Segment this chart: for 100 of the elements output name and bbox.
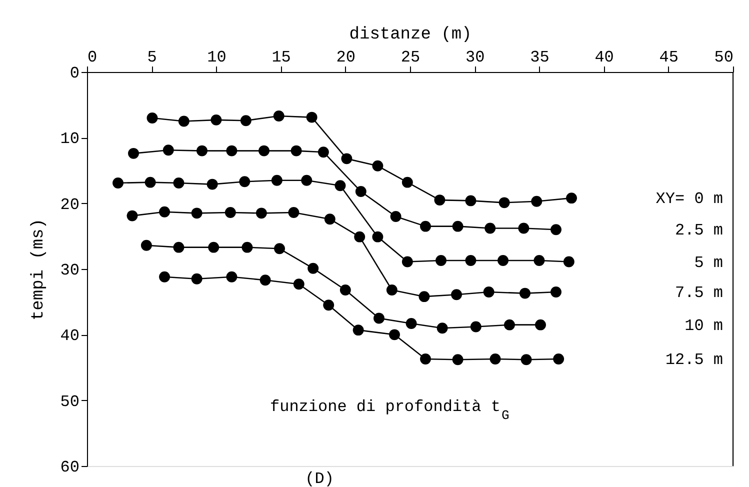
point — [550, 286, 562, 298]
point — [550, 224, 562, 236]
x-tick-label: 10 — [207, 48, 226, 66]
point — [240, 115, 252, 126]
point — [173, 242, 184, 253]
point — [306, 112, 318, 123]
point — [390, 211, 402, 222]
y-tick-label: 30 — [60, 262, 80, 280]
point — [318, 146, 329, 158]
point — [301, 174, 312, 186]
point — [465, 254, 476, 266]
point — [290, 145, 302, 156]
x-tick-label: 25 — [400, 48, 420, 66]
point — [273, 110, 284, 122]
text: (D) — [305, 470, 334, 487]
point — [208, 242, 220, 253]
x-tick-label: 35 — [530, 48, 550, 66]
point — [159, 206, 170, 218]
point — [452, 354, 464, 366]
point — [271, 174, 282, 186]
point — [520, 354, 532, 366]
point — [531, 196, 542, 207]
x-tick-label: 20 — [336, 48, 356, 66]
point — [334, 180, 346, 192]
point — [520, 288, 530, 299]
x-tick-label: 45 — [659, 48, 678, 66]
point — [465, 195, 476, 206]
point — [484, 222, 496, 234]
point — [498, 254, 508, 266]
point — [402, 256, 413, 268]
point — [535, 319, 546, 330]
point — [288, 207, 300, 218]
point — [452, 220, 464, 232]
text: XY= 0 m — [656, 190, 723, 208]
x-tick-label: 30 — [466, 48, 485, 66]
text: 12.5 m — [665, 350, 723, 369]
point — [260, 274, 271, 286]
point — [226, 271, 238, 282]
point — [258, 145, 270, 156]
x-axis-title: distanze (m) — [349, 26, 472, 44]
point — [341, 153, 352, 164]
point — [355, 186, 366, 197]
point — [436, 322, 448, 334]
point — [386, 284, 398, 296]
point — [112, 178, 124, 188]
point — [126, 210, 138, 222]
text: 5 m — [694, 254, 723, 272]
point — [518, 222, 530, 234]
text: 10 m — [684, 316, 723, 335]
point — [323, 300, 334, 311]
x-tick-label: 40 — [594, 48, 614, 66]
x-tick-label: 50 — [714, 48, 734, 66]
point — [173, 178, 184, 188]
point — [239, 176, 250, 188]
point — [418, 291, 430, 302]
point — [352, 324, 364, 336]
point — [140, 240, 152, 251]
point — [191, 208, 202, 219]
point — [553, 353, 564, 364]
point — [159, 271, 170, 282]
point — [483, 286, 494, 298]
point — [128, 148, 139, 159]
y-tick-label: 0 — [70, 64, 80, 82]
point — [374, 312, 384, 324]
point — [436, 254, 446, 266]
y-tick-label: 20 — [60, 196, 80, 214]
text: 7.5 m — [674, 284, 723, 302]
point — [563, 256, 574, 268]
point — [308, 262, 319, 274]
point — [178, 116, 190, 127]
y-tick-label: 50 — [60, 392, 80, 411]
point — [191, 273, 202, 284]
point — [224, 207, 236, 218]
point — [324, 214, 336, 225]
point — [498, 197, 510, 208]
point — [293, 278, 304, 290]
point — [354, 231, 366, 242]
point — [566, 192, 577, 204]
point — [210, 114, 222, 126]
point — [470, 321, 482, 332]
point — [256, 208, 267, 219]
y-tick-label: 60 — [60, 458, 80, 476]
x-tick-label: 0 — [88, 48, 98, 66]
point — [434, 194, 446, 206]
point — [389, 329, 400, 340]
text: 2.5 m — [674, 222, 723, 240]
point — [196, 145, 208, 156]
point — [274, 243, 285, 254]
x-tick-label: 15 — [272, 48, 291, 66]
point — [420, 353, 431, 364]
y-tick-label: 40 — [60, 327, 80, 346]
y-tick-label: 10 — [60, 130, 80, 148]
point — [372, 160, 384, 172]
point — [242, 242, 253, 253]
point — [420, 220, 431, 232]
point — [226, 145, 238, 156]
point — [340, 284, 351, 296]
point — [144, 176, 156, 188]
point — [146, 112, 158, 124]
point — [534, 254, 545, 266]
